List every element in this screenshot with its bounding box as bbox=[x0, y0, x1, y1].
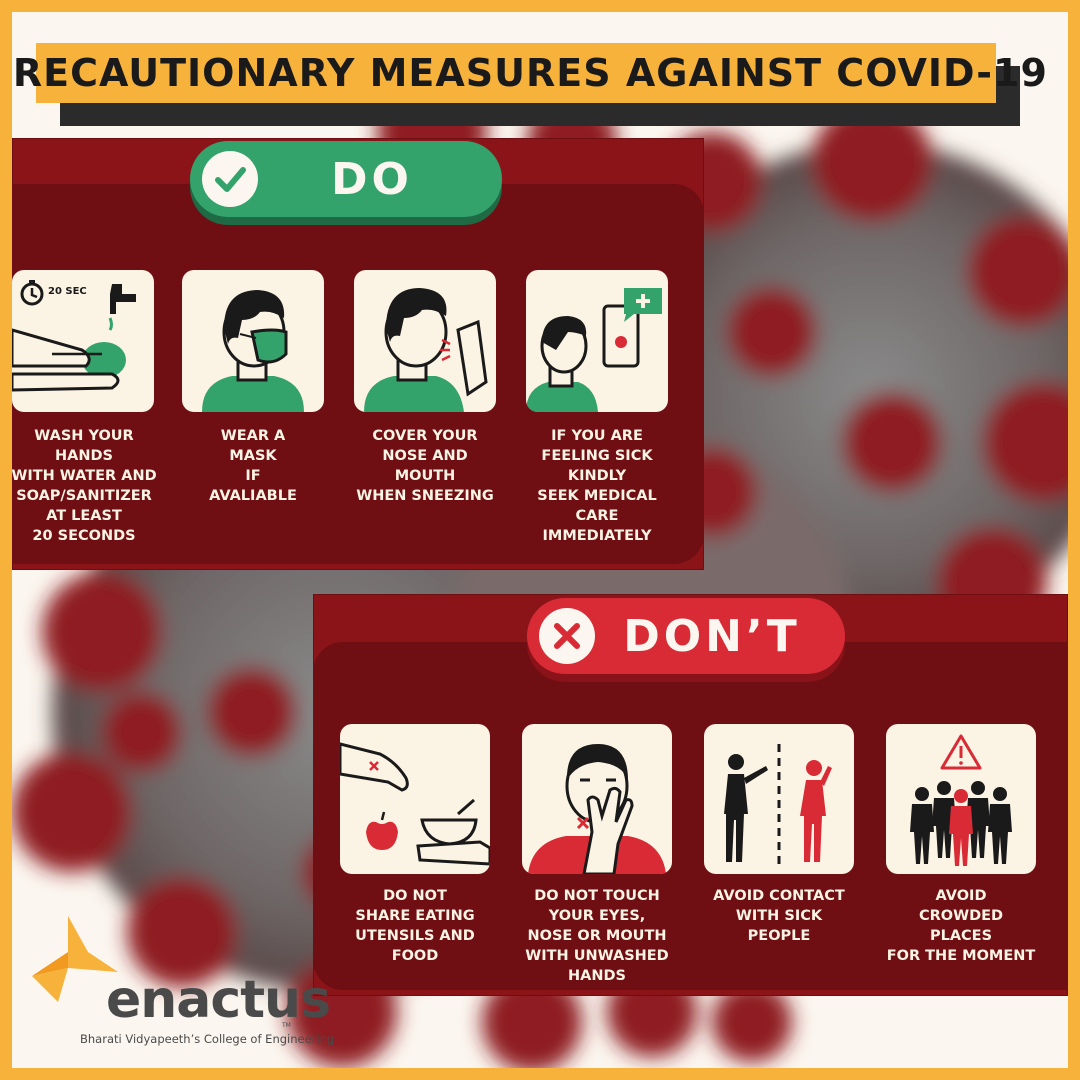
hand-wash-icon bbox=[12, 270, 154, 412]
do-caption-4: IF YOU ARE FEELING SICK KINDLY SEEK MEDI… bbox=[537, 428, 657, 544]
face-mask-icon bbox=[182, 270, 324, 412]
college-name: Bharati Vidyapeeth’s College of Engineer… bbox=[80, 1032, 335, 1046]
no-sharing-food-icon bbox=[340, 724, 490, 874]
do-pill: DO bbox=[190, 141, 502, 217]
no-touch-face-icon bbox=[522, 724, 672, 874]
dont-panel: DON’T DO NOT SHARE EATING UTENSILS AND F… bbox=[313, 594, 1068, 996]
enactus-logo: enactus TM Bharati Vidyapeeth’s College … bbox=[28, 912, 334, 1062]
dont-caption-4: AVOID CROWDED PLACES FOR THE MOMENT bbox=[886, 888, 1036, 964]
cross-icon bbox=[539, 608, 595, 664]
call-doctor-icon bbox=[526, 270, 668, 412]
cover-sneeze-icon bbox=[354, 270, 496, 412]
do-label: DO bbox=[331, 153, 413, 205]
avoid-crowd-icon bbox=[886, 724, 1036, 874]
dont-caption-1: DO NOT SHARE EATING UTENSILS AND FOOD bbox=[355, 888, 475, 964]
dont-caption-3: AVOID CONTACT WITH SICK PEOPLE bbox=[713, 888, 845, 944]
dont-caption-2: DO NOT TOUCH YOUR EYES, NOSE OR MOUTH WI… bbox=[525, 888, 669, 984]
trademark-mark: TM bbox=[282, 1022, 291, 1029]
dont-label: DON’T bbox=[623, 610, 801, 662]
do-caption-3: COVER YOUR NOSE AND MOUTH WHEN SNEEZING bbox=[356, 428, 494, 504]
enactus-emblem-icon bbox=[32, 916, 118, 1002]
page-title: PRECAUTIONARY MEASURES AGAINST COVID-19 bbox=[12, 51, 1048, 95]
enactus-wordmark: enactus bbox=[106, 970, 331, 1030]
timer-label: 20 SEC bbox=[48, 286, 87, 297]
do-caption-1: WASH YOUR HANDS WITH WATER AND SOAP/SANI… bbox=[11, 428, 157, 544]
title-banner: PRECAUTIONARY MEASURES AGAINST COVID-19 bbox=[12, 43, 1047, 103]
do-panel: DO WASH YOUR HANDS WITH WATER AND SOAP/S… bbox=[11, 138, 704, 570]
dont-pill: DON’T bbox=[527, 598, 845, 674]
avoid-sick-contact-icon bbox=[704, 724, 854, 874]
do-caption-2: WEAR A MASK IF AVALIABLE bbox=[209, 428, 297, 504]
check-icon bbox=[202, 151, 258, 207]
